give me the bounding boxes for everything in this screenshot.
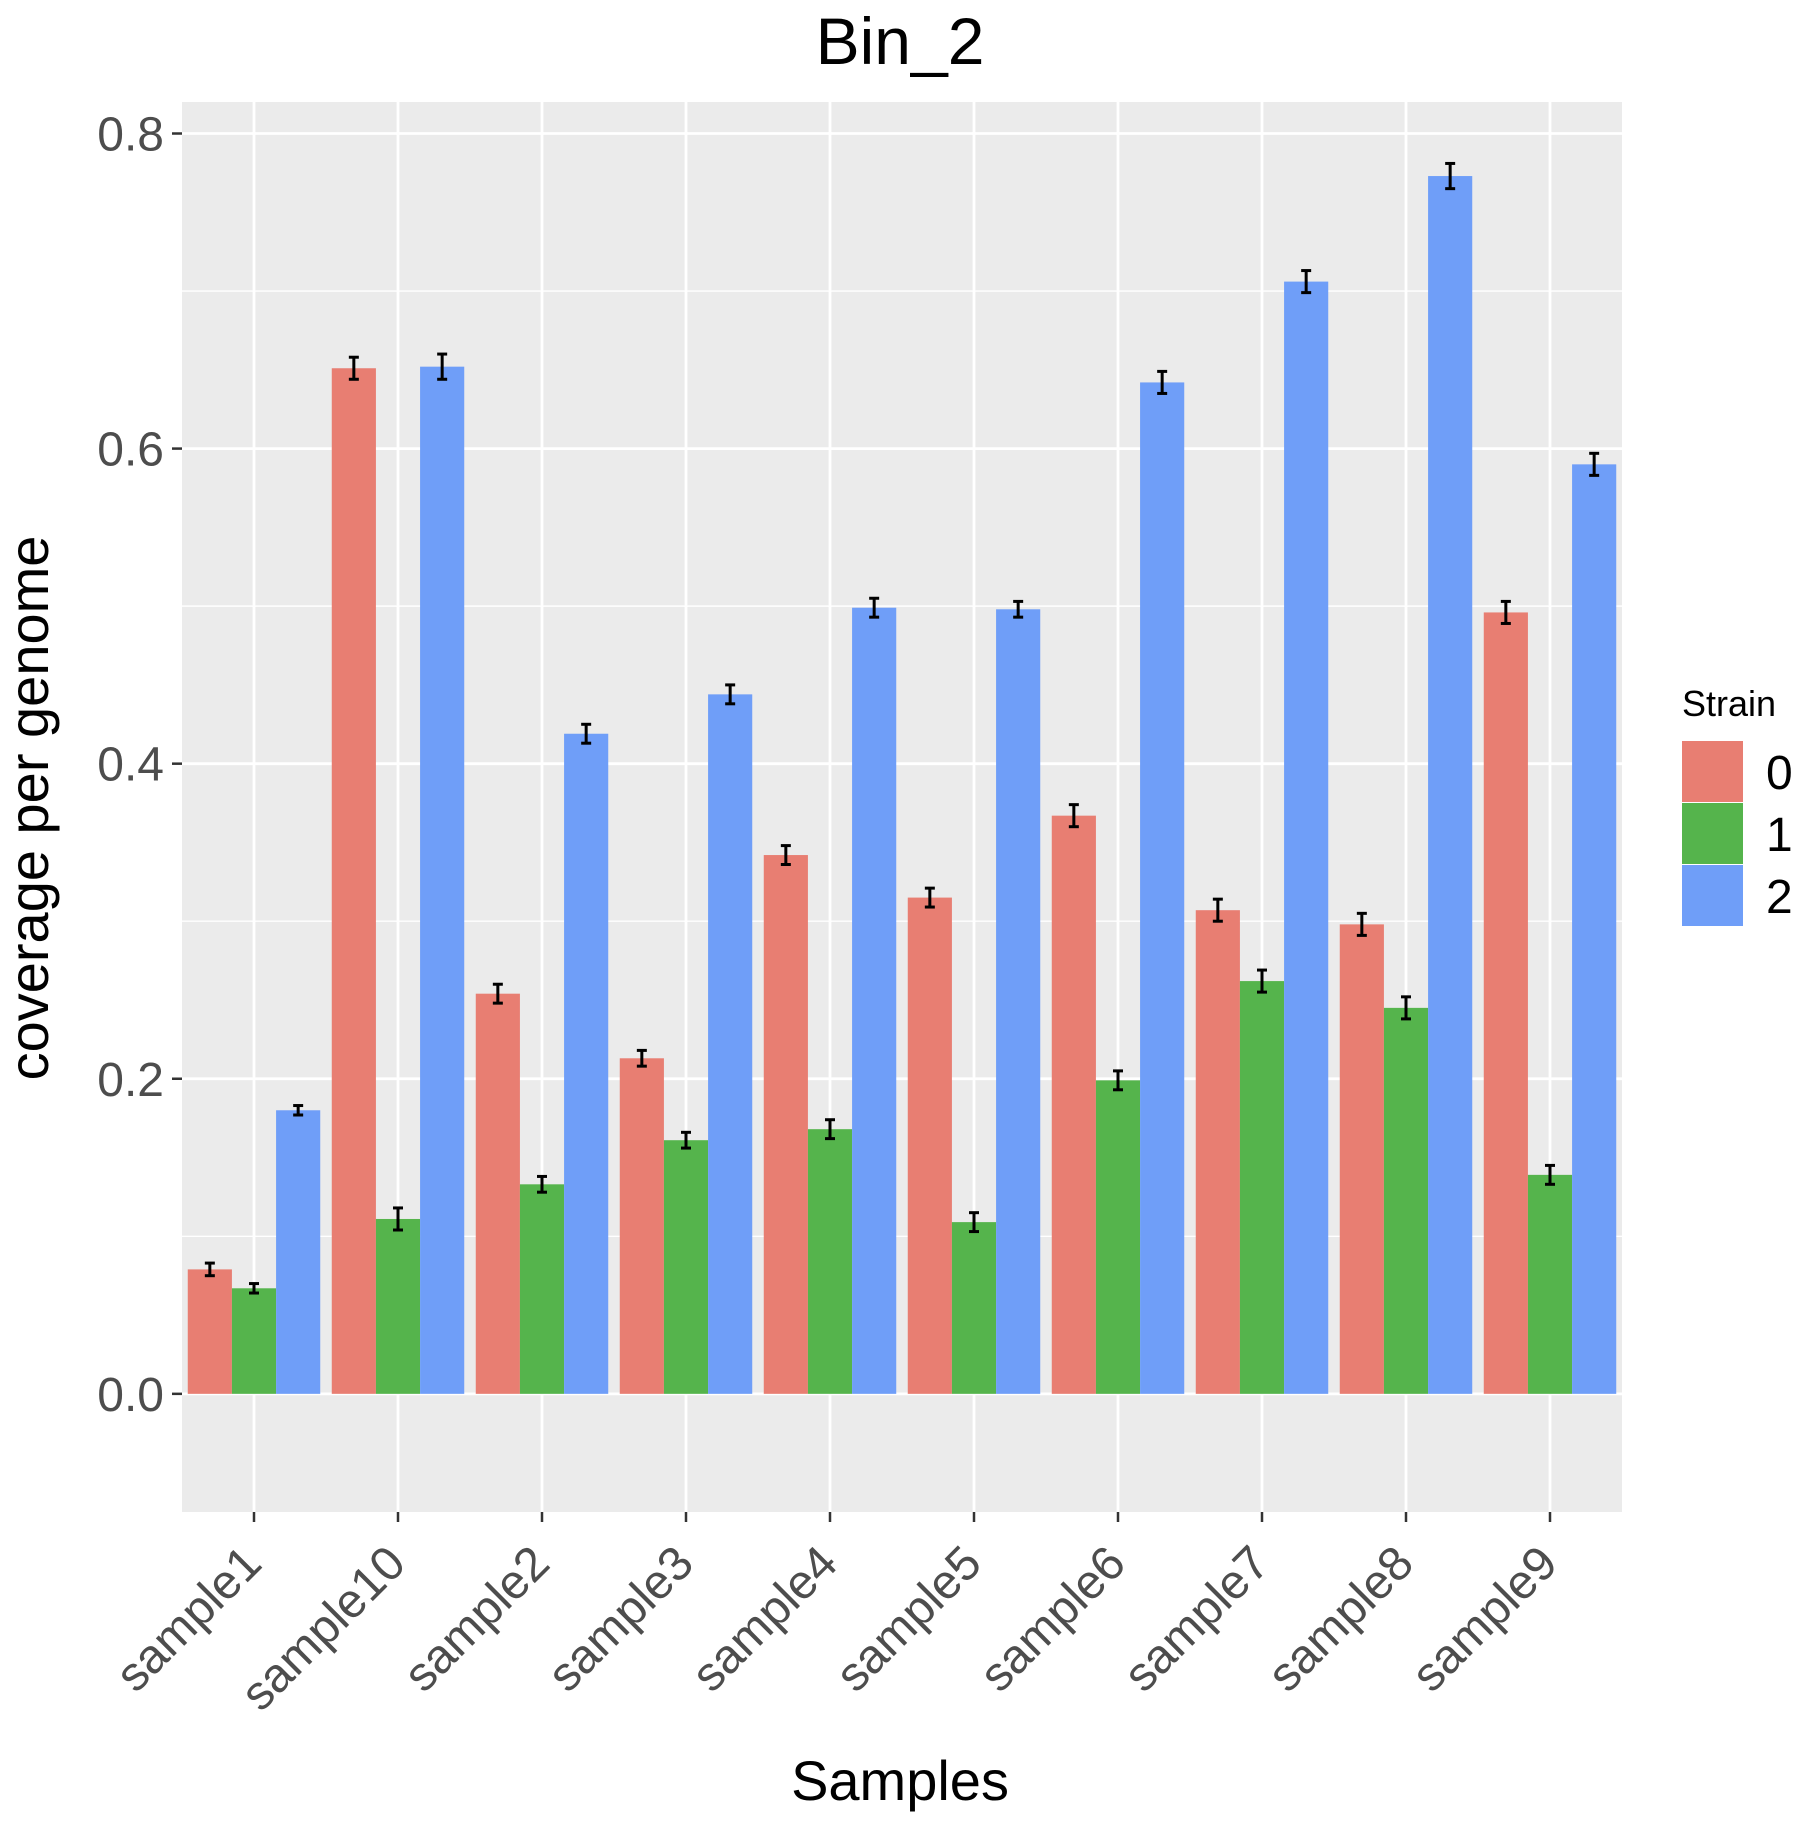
bar-strain-0-sample1 <box>187 1269 232 1394</box>
bar-strain-0-sample2 <box>475 993 520 1394</box>
y-tick-label: 0.8 <box>97 109 164 162</box>
bar-strain-2-sample10 <box>420 366 465 1394</box>
bar-strain-2-sample4 <box>852 607 897 1394</box>
bar-strain-1-sample6 <box>1095 1080 1141 1394</box>
bar-strain-2-sample1 <box>276 1110 321 1394</box>
bar-strain-2-sample8 <box>1428 176 1473 1394</box>
bar-strain-1-sample10 <box>375 1218 421 1394</box>
bar-strain-0-sample8 <box>1339 924 1384 1394</box>
bar-strain-1-sample8 <box>1383 1007 1429 1394</box>
bar-strain-1-sample4 <box>807 1129 853 1394</box>
bar-strain-0-sample6 <box>1051 815 1096 1394</box>
bar-strain-2-sample7 <box>1284 281 1329 1394</box>
bar-strain-0-sample9 <box>1483 612 1528 1394</box>
bar-strain-0-sample5 <box>907 897 952 1394</box>
bar-strain-0-sample10 <box>331 368 376 1394</box>
y-tick-label: 0.4 <box>97 739 164 792</box>
bar-strain-2-sample5 <box>996 609 1041 1394</box>
bar-strain-0-sample3 <box>619 1058 664 1394</box>
plot-panel <box>182 102 1622 1512</box>
chart-title: Bin_2 <box>816 4 985 78</box>
bar-strain-2-sample2 <box>564 733 609 1394</box>
legend-key-strain-2 <box>1682 865 1743 926</box>
legend-label-strain-1: 1 <box>1766 809 1793 862</box>
legend-label-strain-0: 0 <box>1766 747 1793 800</box>
bar-strain-2-sample6 <box>1140 382 1185 1394</box>
legend-title: Strain <box>1682 683 1776 724</box>
y-tick-label: 0.2 <box>97 1054 164 1107</box>
bar-strain-1-sample9 <box>1527 1174 1573 1394</box>
bar-strain-1-sample2 <box>519 1184 565 1394</box>
y-axis-title: coverage per genome <box>0 536 60 1081</box>
bar-strain-0-sample4 <box>763 855 808 1394</box>
bar-strain-1-sample3 <box>663 1140 709 1394</box>
x-axis-title: Samples <box>791 1749 1009 1812</box>
legend: Strain 0 1 2 <box>1682 683 1793 926</box>
legend-key-strain-1 <box>1682 803 1743 864</box>
bar-strain-2-sample3 <box>708 694 753 1394</box>
legend-label-strain-2: 2 <box>1766 871 1793 924</box>
bar-strain-1-sample7 <box>1239 981 1285 1394</box>
legend-key-strain-0 <box>1682 741 1743 802</box>
bar-strain-1-sample5 <box>951 1222 997 1394</box>
y-tick-label: 0.6 <box>97 424 164 477</box>
bar-strain-2-sample9 <box>1572 464 1617 1394</box>
bar-strain-0-sample7 <box>1195 910 1240 1394</box>
y-tick-label: 0.0 <box>97 1369 164 1422</box>
bar-strain-1-sample1 <box>231 1288 277 1394</box>
